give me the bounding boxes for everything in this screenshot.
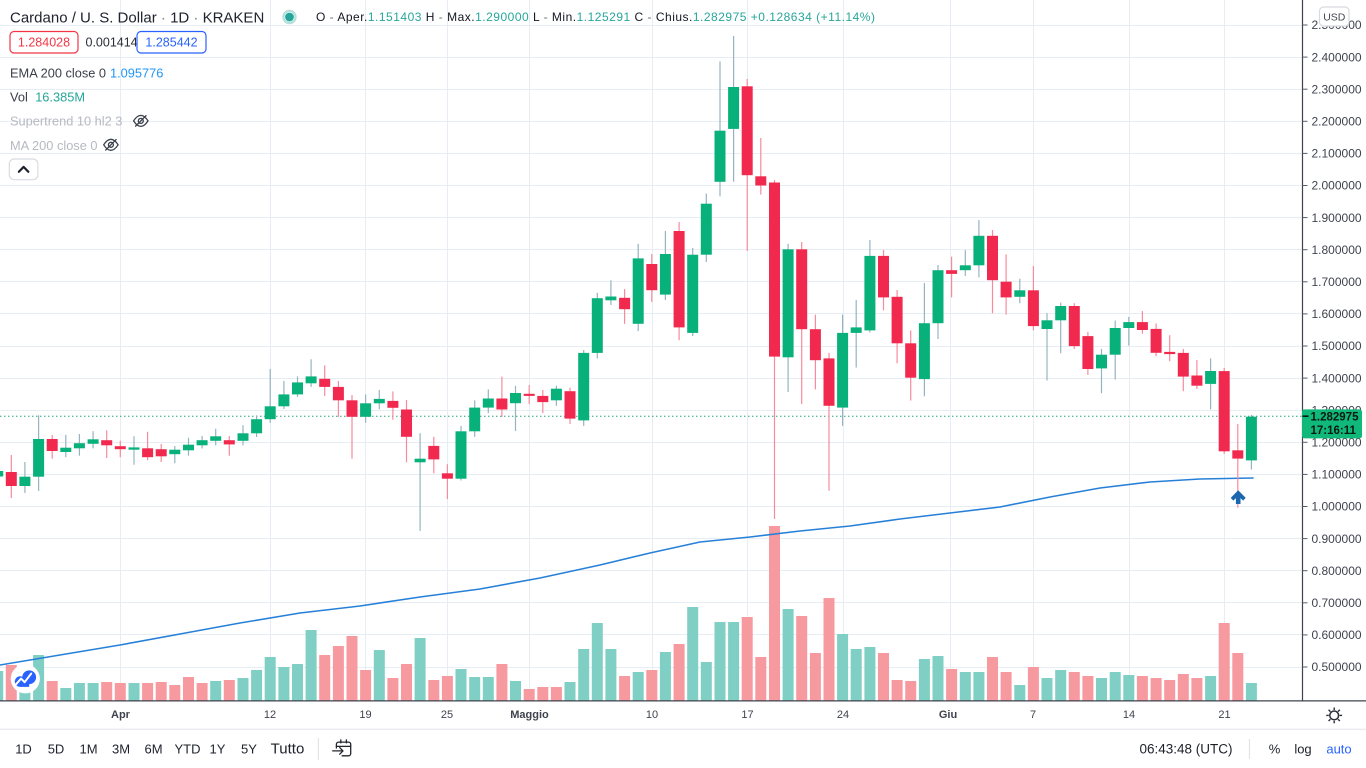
svg-text:YTD: YTD <box>175 742 201 757</box>
svg-text:0.700000: 0.700000 <box>1312 596 1362 610</box>
svg-text:21: 21 <box>1218 709 1230 721</box>
svg-text:0.600000: 0.600000 <box>1312 628 1362 642</box>
svg-text:1D: 1D <box>15 742 32 757</box>
svg-text:19: 19 <box>359 709 371 721</box>
svg-text:12: 12 <box>264 709 276 721</box>
svg-text:5Y: 5Y <box>241 742 257 757</box>
svg-text:Maggio: Maggio <box>510 709 549 721</box>
svg-text:1.000000: 1.000000 <box>1312 500 1362 514</box>
svg-text:Apr: Apr <box>111 709 131 721</box>
svg-text:7: 7 <box>1030 709 1036 721</box>
svg-text:USD: USD <box>1323 11 1346 23</box>
svg-text:16.385M: 16.385M <box>35 90 85 105</box>
svg-text:Giu: Giu <box>939 709 957 721</box>
svg-text:6M: 6M <box>144 742 162 757</box>
svg-text:1.800000: 1.800000 <box>1312 243 1362 257</box>
svg-text:Supertrend 10 hl2 3: Supertrend 10 hl2 3 <box>10 114 122 129</box>
svg-text:2.400000: 2.400000 <box>1312 50 1362 64</box>
svg-text:06:43:48 (UTC): 06:43:48 (UTC) <box>1139 742 1232 757</box>
svg-text:1.100000: 1.100000 <box>1312 468 1362 482</box>
svg-text:Vol: Vol <box>10 90 28 105</box>
svg-text:10: 10 <box>646 709 658 721</box>
svg-text:1.600000: 1.600000 <box>1312 307 1362 321</box>
svg-text:5D: 5D <box>48 742 65 757</box>
svg-text:0.800000: 0.800000 <box>1312 564 1362 578</box>
svg-text:1.400000: 1.400000 <box>1312 371 1362 385</box>
svg-text:1M: 1M <box>79 742 97 757</box>
svg-text:1Y: 1Y <box>210 742 226 757</box>
svg-text:2.300000: 2.300000 <box>1312 82 1362 96</box>
svg-text:17:16:11: 17:16:11 <box>1311 425 1357 437</box>
svg-text:1.095776: 1.095776 <box>110 65 163 80</box>
svg-text:17: 17 <box>741 709 753 721</box>
svg-text:auto: auto <box>1326 742 1351 757</box>
svg-text:1.285442: 1.285442 <box>145 36 197 50</box>
svg-text:%: % <box>1269 742 1281 757</box>
svg-text:1.500000: 1.500000 <box>1312 339 1362 353</box>
svg-text:Cardano / U. S. Dollar · 1D ·: Cardano / U. S. Dollar · 1D · KRAKEN <box>10 9 264 26</box>
svg-text:MA 200 close 0: MA 200 close 0 <box>10 138 98 153</box>
svg-text:log: log <box>1294 742 1311 757</box>
svg-text:24: 24 <box>837 709 849 721</box>
svg-text:1.284028: 1.284028 <box>18 36 70 50</box>
svg-text:O - Aper.1.151403 H - Max.1.2: O - Aper.1.151403 H - Max.1.290000 L - M… <box>316 10 875 24</box>
svg-text:0.001414: 0.001414 <box>86 36 138 50</box>
svg-text:1.200000: 1.200000 <box>1312 436 1362 450</box>
svg-text:0.900000: 0.900000 <box>1312 532 1362 546</box>
svg-text:1.900000: 1.900000 <box>1312 211 1362 225</box>
svg-text:25: 25 <box>441 709 453 721</box>
svg-text:2.100000: 2.100000 <box>1312 147 1362 161</box>
svg-text:1.282975: 1.282975 <box>1311 412 1360 424</box>
svg-text:2.000000: 2.000000 <box>1312 179 1362 193</box>
svg-text:3M: 3M <box>112 742 130 757</box>
svg-text:14: 14 <box>1123 709 1135 721</box>
svg-text:Tutto: Tutto <box>271 741 305 758</box>
svg-text:2.200000: 2.200000 <box>1312 115 1362 129</box>
svg-text:0.500000: 0.500000 <box>1312 660 1362 674</box>
svg-text:1.700000: 1.700000 <box>1312 275 1362 289</box>
svg-text:EMA 200 close 0: EMA 200 close 0 <box>10 65 106 80</box>
